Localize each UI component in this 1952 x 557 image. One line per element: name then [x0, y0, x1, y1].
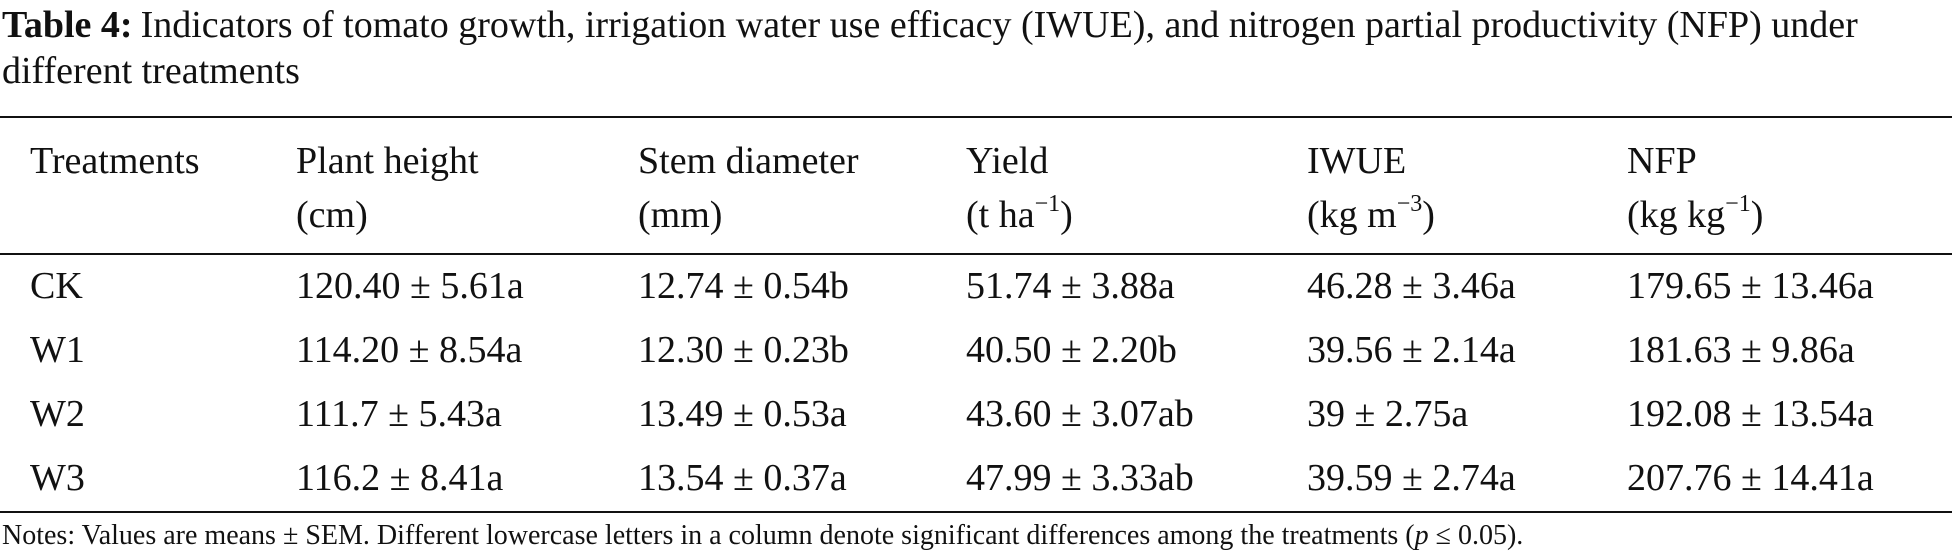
table-row: W2 111.7 ± 5.43a 13.49 ± 0.53a 43.60 ± 3…	[0, 382, 1952, 446]
notes-p-symbol: p	[1414, 520, 1429, 551]
header-rule	[0, 253, 1952, 255]
cell-treatment: W1	[30, 329, 85, 371]
table-notes: Notes: Values are means ± SEM. Different…	[2, 516, 1948, 556]
header-nfp-unit: (kg kg−1)	[1627, 191, 1764, 236]
cell-treatment: W2	[30, 393, 85, 435]
table-label: Table 4:	[2, 4, 133, 46]
header-yield-unit: (t ha−1)	[966, 191, 1073, 236]
header-plant-height: Plant height (cm)	[296, 134, 479, 242]
top-rule	[0, 116, 1952, 118]
cell-iwue: 39 ± 2.75a	[1307, 393, 1469, 435]
cell-nfp: 192.08 ± 13.54a	[1627, 393, 1874, 435]
cell-iwue: 39.59 ± 2.74a	[1307, 457, 1516, 499]
cell-plant-height: 111.7 ± 5.43a	[296, 393, 502, 435]
header-stem-diameter-label: Stem diameter	[638, 140, 859, 182]
header-iwue-unit: (kg m−3)	[1307, 191, 1435, 236]
header-treatments: Treatments	[30, 134, 200, 188]
cell-nfp: 207.76 ± 14.41a	[1627, 457, 1874, 499]
notes-threshold: ≤ 0.05).	[1428, 520, 1524, 551]
cell-treatment: W3	[30, 457, 85, 499]
header-yield-label: Yield	[966, 140, 1049, 182]
table-row: W1 114.20 ± 8.54a 12.30 ± 0.23b 40.50 ± …	[0, 318, 1952, 382]
bottom-rule	[0, 511, 1952, 513]
header-plant-height-label: Plant height	[296, 140, 479, 182]
cell-yield: 51.74 ± 3.88a	[966, 265, 1175, 307]
header-nfp-label: NFP	[1627, 140, 1697, 182]
table-row: CK 120.40 ± 5.61a 12.74 ± 0.54b 51.74 ± …	[0, 254, 1952, 318]
table-title: Indicators of tomato growth, irrigation …	[2, 4, 1858, 92]
header-nfp: NFP (kg kg−1)	[1627, 134, 1763, 242]
table-row: W3 116.2 ± 8.41a 13.54 ± 0.37a 47.99 ± 3…	[0, 446, 1952, 510]
cell-iwue: 39.56 ± 2.14a	[1307, 329, 1516, 371]
cell-stem-diameter: 12.74 ± 0.54b	[638, 265, 849, 307]
cell-iwue: 46.28 ± 3.46a	[1307, 265, 1516, 307]
cell-stem-diameter: 13.54 ± 0.37a	[638, 457, 847, 499]
cell-stem-diameter: 12.30 ± 0.23b	[638, 329, 849, 371]
cell-yield: 43.60 ± 3.07ab	[966, 393, 1194, 435]
header-stem-diameter: Stem diameter (mm)	[638, 134, 859, 242]
table-caption: Table 4: Indicators of tomato growth, irr…	[2, 2, 1948, 94]
cell-yield: 47.99 ± 3.33ab	[966, 457, 1194, 499]
cell-yield: 40.50 ± 2.20b	[966, 329, 1177, 371]
cell-nfp: 179.65 ± 13.46a	[1627, 265, 1874, 307]
header-yield: Yield (t ha−1)	[966, 134, 1073, 242]
cell-nfp: 181.63 ± 9.86a	[1627, 329, 1855, 371]
header-stem-diameter-unit: (mm)	[638, 194, 723, 236]
header-iwue: IWUE (kg m−3)	[1307, 134, 1435, 242]
notes-text: Notes: Values are means ± SEM. Different…	[2, 520, 1415, 551]
cell-treatment: CK	[30, 265, 83, 307]
header-treatments-label: Treatments	[30, 140, 200, 182]
header-iwue-label: IWUE	[1307, 140, 1407, 182]
cell-plant-height: 116.2 ± 8.41a	[296, 457, 504, 499]
cell-plant-height: 120.40 ± 5.61a	[296, 265, 524, 307]
cell-plant-height: 114.20 ± 8.54a	[296, 329, 523, 371]
header-plant-height-unit: (cm)	[296, 194, 368, 236]
cell-stem-diameter: 13.49 ± 0.53a	[638, 393, 847, 435]
